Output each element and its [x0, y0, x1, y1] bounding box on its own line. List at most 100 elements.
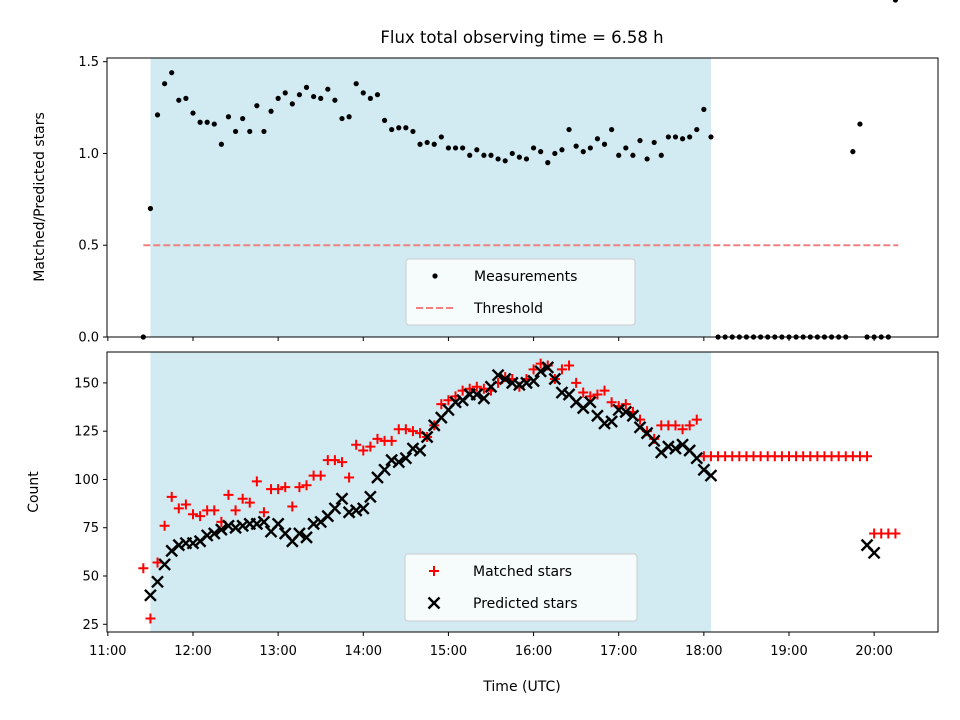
data-point — [538, 149, 544, 155]
data-point — [204, 119, 210, 125]
data-point — [335, 492, 349, 506]
data-point — [356, 502, 370, 515]
data-point — [344, 472, 355, 483]
data-point — [180, 499, 191, 510]
data-point — [684, 420, 695, 431]
data-point — [498, 372, 512, 386]
x-tick-label: 16:00 — [515, 644, 552, 659]
data-point — [360, 90, 366, 96]
data-point — [862, 451, 873, 462]
data-point — [528, 364, 539, 375]
data-point — [573, 143, 579, 149]
data-point — [151, 575, 164, 589]
data-point — [159, 520, 170, 531]
data-point — [258, 507, 269, 518]
x-axis-label: Time (UTC) — [482, 679, 560, 695]
data-point — [587, 145, 593, 151]
data-point — [311, 93, 317, 100]
data-point — [647, 434, 661, 448]
data-point — [372, 433, 383, 444]
data-point — [566, 126, 572, 133]
x-tick-label: 11:00 — [89, 644, 126, 659]
data-point — [336, 457, 347, 468]
data-point — [389, 126, 395, 133]
data-point — [708, 134, 714, 140]
data-point — [296, 92, 303, 98]
data-point — [303, 84, 310, 90]
data-point — [585, 391, 596, 402]
data-point — [670, 420, 681, 431]
axes-frame — [106, 351, 939, 633]
data-point — [672, 134, 679, 140]
y-tick-label: 75 — [82, 521, 99, 536]
data-point — [268, 108, 274, 114]
data-point — [244, 497, 255, 508]
x-tick-label: 13:00 — [259, 644, 296, 659]
data-point — [173, 503, 184, 514]
legend-label: Threshold — [473, 301, 543, 317]
data-point — [367, 95, 373, 101]
legend-box — [404, 553, 638, 622]
data-point — [559, 147, 565, 153]
data-point — [509, 150, 515, 157]
data-point — [516, 154, 522, 160]
data-point — [609, 126, 615, 133]
data-point — [452, 145, 459, 151]
data-point — [396, 125, 402, 131]
data-point — [599, 385, 610, 396]
data-point — [530, 145, 537, 151]
series-predicted-stars — [144, 361, 881, 602]
data-point — [325, 86, 331, 92]
data-point — [605, 415, 618, 428]
data-point — [470, 388, 484, 401]
data-point — [594, 136, 601, 142]
data-point — [410, 128, 416, 135]
data-point — [669, 442, 682, 455]
y-tick-label: 100 — [74, 473, 99, 488]
y-tick-label: 150 — [74, 376, 99, 391]
legend-box — [405, 258, 636, 326]
data-point — [147, 205, 154, 212]
data-point — [436, 399, 447, 410]
data-point — [867, 546, 881, 560]
x-tick-label: 17:00 — [600, 644, 637, 659]
data-point — [580, 149, 586, 155]
ratio-panel: 0.0 0.5 1.0 1.5 Measurements Threshold — [78, 0, 939, 346]
data-point — [271, 517, 285, 531]
data-point — [616, 152, 622, 158]
x-tick-label: 18:00 — [685, 644, 722, 659]
data-point — [289, 101, 295, 107]
data-point — [280, 482, 291, 493]
data-point — [694, 126, 700, 133]
legend-label: Measurements — [474, 269, 577, 285]
data-point — [637, 137, 643, 144]
data-point — [495, 156, 501, 162]
data-point — [471, 381, 482, 392]
data-point — [364, 490, 377, 504]
y-tick-label: 50 — [82, 570, 99, 585]
data-point — [176, 97, 182, 103]
data-point — [502, 158, 508, 164]
data-point — [240, 115, 246, 122]
data-point — [183, 95, 189, 101]
data-point — [351, 439, 362, 450]
data-point — [154, 112, 161, 118]
data-point — [431, 141, 437, 147]
data-point — [443, 395, 454, 406]
legend-handle — [429, 566, 439, 576]
data-point — [626, 409, 640, 423]
data-point — [392, 455, 406, 469]
data-point — [399, 451, 413, 465]
data-point — [556, 364, 567, 375]
data-point — [545, 160, 551, 166]
legend-label: Matched stars — [473, 564, 572, 580]
ratio-y-axis-label: Matched/Predicted stars — [32, 112, 48, 282]
data-point — [346, 114, 352, 120]
data-point — [407, 426, 418, 437]
data-point — [644, 156, 650, 162]
data-point — [209, 505, 220, 516]
legend-handle — [427, 596, 441, 610]
data-point — [275, 95, 281, 101]
legend: Matched stars Predicted stars — [404, 553, 638, 622]
